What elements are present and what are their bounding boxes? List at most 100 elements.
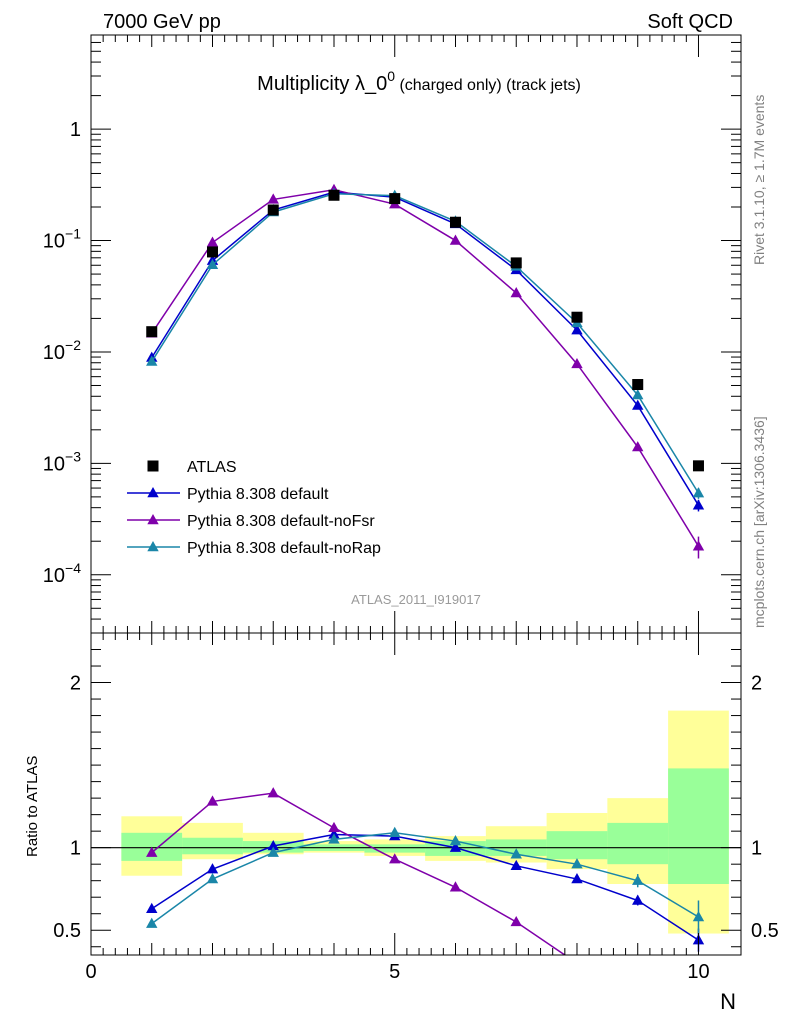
ratio-marker xyxy=(510,915,522,927)
ratio-marker xyxy=(571,957,582,967)
ratio-panel: 0.5 0.5 1 1 2 2 Ratio to ATLAS xyxy=(24,632,779,967)
data-marker xyxy=(267,204,279,216)
legend-label: Pythia 8.308 default-noFsr xyxy=(187,513,375,530)
x-axis-label: N xyxy=(720,989,736,1014)
ratio-marker xyxy=(632,894,644,905)
ratio-marker xyxy=(692,911,705,922)
legend: ATLAS Pythia 8.308 default Pythia 8.308 de… xyxy=(127,459,381,557)
data-marker xyxy=(510,257,522,269)
x-tick-label: 0 xyxy=(85,961,96,983)
ratio-marker xyxy=(328,821,340,833)
x-tick-label: 10 xyxy=(687,961,709,983)
ratio-marker xyxy=(449,841,462,852)
x-tick-label: 5 xyxy=(389,961,400,983)
mc-marker xyxy=(267,193,279,204)
main-y-tick-label: 10−4 xyxy=(43,560,81,587)
mc-marker xyxy=(571,357,583,369)
uncertainty-band-stat xyxy=(182,837,243,855)
mc-marker xyxy=(692,540,705,551)
legend-marker xyxy=(147,514,159,525)
mc-series xyxy=(146,187,705,499)
main-panel: 10−4 10−3 10−2 10−1 1 Multiplicity λ_00 (cha… xyxy=(43,34,742,634)
main-series-group xyxy=(146,183,705,559)
ratio-line xyxy=(151,833,699,941)
ratio-line xyxy=(151,832,699,925)
ratio-marker xyxy=(267,787,279,798)
mc-marker xyxy=(632,389,644,400)
source-label: mcplots.cern.ch [arXiv:1306.3436] xyxy=(751,416,767,628)
mc-marker xyxy=(692,499,705,510)
mc-marker xyxy=(571,324,583,335)
ratio-marker xyxy=(449,835,462,846)
ratio-marker xyxy=(146,917,158,928)
mc-marker xyxy=(692,487,705,498)
legend-label: ATLAS xyxy=(187,459,237,476)
data-marker xyxy=(146,326,158,338)
category-label: Soft QCD xyxy=(647,11,733,33)
ratio-y-axis-label: Ratio to ATLAS xyxy=(24,756,41,857)
chart-title-main: Multiplicity λ_0 xyxy=(257,73,387,95)
data-series xyxy=(146,189,704,472)
main-drawing: 10−4 10−3 10−2 10−1 1 xyxy=(43,34,741,634)
ratio-marker xyxy=(389,826,401,838)
ratio-y-ticks: 0.5 0.5 1 1 2 2 xyxy=(53,632,779,948)
main-y-tick-label: 1 xyxy=(70,119,81,141)
ratio-drawing: 0.5 0.5 1 1 2 2 xyxy=(53,632,779,967)
rivet-label: Rivet 3.1.10, ≥ 1.7M events xyxy=(751,95,767,265)
mc-marker xyxy=(510,287,522,298)
ratio-y-tick-label: 2 xyxy=(70,673,81,695)
uncertainty-band-stat xyxy=(364,844,426,853)
ratio-marker xyxy=(449,881,462,892)
ratio-y-tick-label: 0.5 xyxy=(53,920,81,942)
legend-marker xyxy=(147,487,159,498)
ratio-panel-frame xyxy=(90,632,742,956)
ratio-marker xyxy=(267,840,279,851)
ratio-line xyxy=(151,792,567,955)
data-marker xyxy=(328,189,340,201)
uncertainty-band-stat xyxy=(607,822,669,865)
ratio-y-tick-label-right: 2 xyxy=(751,673,762,695)
mc-line xyxy=(151,188,700,547)
main-y-tick-label: 10−3 xyxy=(43,448,81,475)
x-axis: 0 5 10 xyxy=(85,35,710,983)
ratio-marker xyxy=(146,902,158,913)
data-marker xyxy=(632,379,644,391)
x-ticks: 0 5 10 xyxy=(85,35,710,983)
mc-marker xyxy=(632,441,644,452)
energy-label: 7000 GeV pp xyxy=(103,11,221,33)
ratio-marker xyxy=(571,858,583,869)
ratio-marker xyxy=(267,846,279,857)
chart-title: Multiplicity λ_00 (charged only) (track … xyxy=(257,68,581,95)
main-y-tick-label: 10−2 xyxy=(43,337,81,364)
ratio-series xyxy=(146,826,705,934)
analysis-label: ATLAS_2011_I919017 xyxy=(351,592,481,607)
ratio-series xyxy=(146,787,582,967)
ratio-marker xyxy=(510,848,522,859)
ratio-y-tick-label: 1 xyxy=(70,838,81,860)
ratio-marker xyxy=(571,873,583,884)
legend-label: Pythia 8.308 default-noRap xyxy=(187,540,381,557)
uncertainty-band-stat xyxy=(668,768,729,884)
mc-marker xyxy=(206,258,219,270)
data-marker xyxy=(571,311,583,323)
data-marker xyxy=(692,460,704,472)
ratio-marker xyxy=(389,853,401,864)
mc-marker xyxy=(449,234,462,245)
data-marker xyxy=(389,193,401,205)
ratio-plot-group xyxy=(91,710,741,967)
data-marker xyxy=(449,216,461,228)
ratio-marker xyxy=(328,833,340,844)
legend-label: Pythia 8.308 default xyxy=(187,486,329,503)
ratio-marker xyxy=(206,863,219,874)
uncertainty-band-stat xyxy=(546,831,608,860)
main-y-tick-label: 10−1 xyxy=(43,226,81,253)
mc-marker xyxy=(146,355,158,366)
mc-line xyxy=(151,191,700,506)
legend-marker xyxy=(147,541,159,552)
main-y-ticks: 10−4 10−3 10−2 10−1 1 xyxy=(43,34,741,634)
mc-marker xyxy=(206,236,219,247)
ratio-marker xyxy=(206,873,219,884)
ratio-marker xyxy=(146,846,158,857)
legend-data-marker xyxy=(147,460,159,472)
